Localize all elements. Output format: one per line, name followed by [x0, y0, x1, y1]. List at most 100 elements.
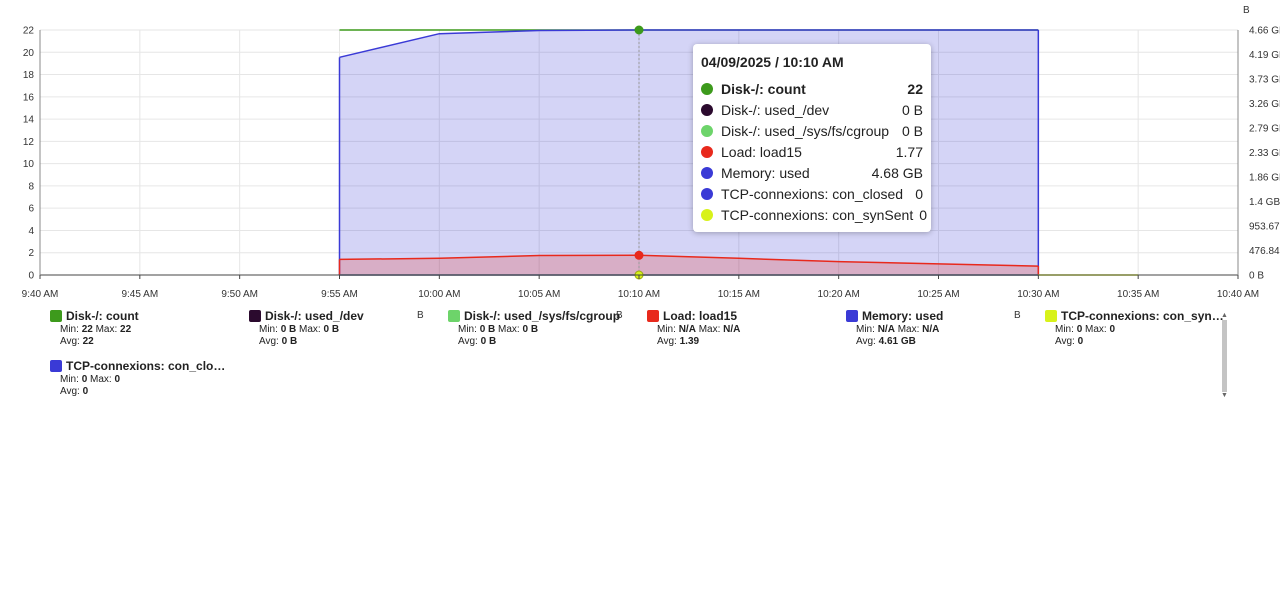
legend-max-label: Max:: [698, 324, 721, 335]
x-tick-label: 10:40 AM: [1217, 289, 1259, 300]
legend-max-value: 22: [120, 324, 132, 335]
legend-avg-value: 0: [1077, 336, 1084, 347]
tooltip-row: Memory: used 4.68 GB: [701, 162, 923, 183]
legend-series-name: Disk-/: count: [66, 309, 139, 323]
scroll-thumb[interactable]: [1222, 320, 1227, 392]
x-tick-label: 10:00 AM: [418, 289, 460, 300]
legend-stats: Min: 0 Max: 0 Avg: 0: [60, 374, 230, 398]
legend-series-name: Load: load15: [663, 309, 738, 323]
legend-max-value: N/A: [922, 324, 940, 335]
legend-avg-value: 0: [82, 386, 89, 397]
tooltip-series-value: 22: [907, 80, 923, 97]
tooltip-series-value: 0: [919, 206, 928, 223]
tooltip-series-name: TCP-connexions: con_synSent: [721, 206, 914, 223]
legend-min-value: 22: [81, 324, 93, 335]
legend-series-name: TCP-connexions: con_closed: [66, 359, 230, 373]
y-right-tick-label: 2.33 GB: [1249, 148, 1280, 159]
legend-series-name: TCP-connexions: con_synS...: [1061, 309, 1225, 323]
tooltip-series-value: 1.77: [895, 143, 923, 160]
legend-avg-value: 22: [82, 336, 94, 347]
legend-scrollbar[interactable]: ▲ ▼: [1220, 312, 1229, 400]
tooltip-series-value: 0: [915, 185, 923, 202]
legend-min-value: N/A: [678, 324, 696, 335]
legend-stats: Min: 0 Max: 0 Avg: 0: [1055, 324, 1225, 348]
tooltip-row: TCP-connexions: con_synSent 0: [701, 204, 927, 225]
legend-max-value: N/A: [723, 324, 741, 335]
tooltip-row: Disk-/: used_/dev 0 B: [701, 99, 923, 120]
legend-item-header[interactable]: Disk-/: used_/sys/fs/cgroup: [448, 308, 628, 324]
area-memory-used: [339, 30, 1039, 275]
y-left-tick-label: 18: [23, 70, 35, 81]
marker-load-load15[interactable]: [634, 250, 644, 260]
y-right-tick-label: 476.84: [1249, 246, 1280, 257]
tooltip-color-dot: [701, 187, 713, 200]
legend-item[interactable]: Disk-/: used_/sys/fs/cgroup Min: 0 B Max:…: [448, 308, 628, 348]
scroll-up-arrow-icon[interactable]: ▲: [1221, 312, 1228, 319]
marker-disk-count[interactable]: [634, 25, 644, 35]
y-right-tick-label: 2.79 GB: [1249, 124, 1280, 135]
legend-max-value: 0: [1109, 324, 1116, 335]
legend-min-value: 0 B: [280, 324, 297, 335]
tooltip-color-dot: [701, 208, 713, 221]
y-left-tick-label: 14: [23, 115, 35, 126]
x-tick-label: 9:55 AM: [321, 289, 358, 300]
x-tick-label: 10:35 AM: [1117, 289, 1159, 300]
legend-item[interactable]: Memory: used Min: N/A Max: N/A Avg: 4.61 G…: [846, 308, 1026, 348]
tooltip-series-name: Disk-/: used_/sys/fs/cgroup: [721, 122, 890, 139]
area-load-load15: [339, 255, 1039, 275]
legend-max-value: 0 B: [323, 324, 340, 335]
x-tick-label: 10:10 AM: [618, 289, 660, 300]
tooltip-color-dot: [701, 166, 713, 179]
legend-avg-value: 4.61 GB: [878, 336, 916, 347]
y-left-tick-label: 22: [23, 26, 35, 37]
legend-item-header[interactable]: Disk-/: count: [50, 308, 230, 324]
legend-item-header[interactable]: Memory: used: [846, 308, 1026, 324]
legend-stats: Min: 0 B Max: 0 B Avg: 0 B: [458, 324, 628, 348]
y-right-tick-label: 4.66 GB: [1249, 26, 1280, 37]
legend-avg-label: Avg:: [60, 386, 80, 397]
legend-min-value: 0: [81, 374, 88, 385]
tooltip-series-name: TCP-connexions: con_closed: [721, 185, 904, 202]
tooltip-color-dot: [701, 124, 713, 137]
scroll-down-arrow-icon[interactable]: ▼: [1221, 392, 1228, 399]
legend-avg-value: 1.39: [679, 336, 700, 347]
legend-min-label: Min:: [856, 324, 875, 335]
legend-item[interactable]: Load: load15 Min: N/A Max: N/A Avg: 1.39: [647, 308, 827, 348]
legend-item-header[interactable]: Disk-/: used_/dev: [249, 308, 429, 324]
legend-avg-label: Avg:: [259, 336, 279, 347]
legend-max-label: Max:: [299, 324, 321, 335]
legend-stats: Min: N/A Max: N/A Avg: 1.39: [657, 324, 827, 348]
chart-svg: 0 2 4 6 8 10 12 14 16 18 20 22 0 B 476.84 953.67 1.4 GB…: [22, 5, 1280, 300]
legend-item[interactable]: Disk-/: used_/dev Min: 0 B Max: 0 B Avg: 0…: [249, 308, 429, 348]
legend-max-label: Max:: [1085, 324, 1107, 335]
tooltip-color-dot: [701, 145, 713, 158]
tooltip-row: Load: load15 1.77: [701, 141, 923, 162]
tooltip-color-dot: [701, 82, 713, 95]
legend-stats: Min: N/A Max: N/A Avg: 4.61 GB: [856, 324, 1026, 348]
legend-swatch: [249, 310, 261, 322]
line-load-load15: [339, 254, 1039, 267]
legend-item-header[interactable]: TCP-connexions: con_synS...: [1045, 308, 1225, 324]
y-left-tick-label: 12: [23, 137, 35, 148]
legend-min-label: Min:: [60, 374, 79, 385]
legend-min-value: N/A: [877, 324, 895, 335]
legend-swatch: [846, 310, 858, 322]
legend-item[interactable]: TCP-connexions: con_synS... Min: 0 Max: 0…: [1045, 308, 1225, 348]
legend-item-header[interactable]: Load: load15: [647, 308, 827, 324]
legend-item-header[interactable]: TCP-connexions: con_closed: [50, 358, 230, 374]
legend-max-label: Max:: [498, 324, 520, 335]
x-tick-label: 9:40 AM: [22, 289, 59, 300]
x-tick-label: 9:50 AM: [221, 289, 258, 300]
tooltip-row: Disk-/: used_/sys/fs/cgroup 0 B: [701, 120, 923, 141]
legend-swatch: [50, 310, 62, 322]
legend-min-label: Min:: [259, 324, 278, 335]
legend-avg-label: Avg:: [1055, 336, 1075, 347]
y-right-tick-label: 3.73 GB: [1249, 75, 1280, 86]
x-tick-label: 10:25 AM: [917, 289, 959, 300]
legend-series-name: Memory: used: [862, 309, 944, 323]
legend-max-label: Max:: [95, 324, 118, 335]
chart-areas: [339, 30, 1039, 275]
legend-item[interactable]: Disk-/: count Min: 22 Max: 22 Avg: 22: [50, 308, 230, 348]
y-left-tick-label: 10: [23, 159, 35, 170]
